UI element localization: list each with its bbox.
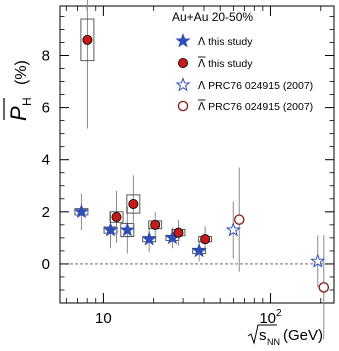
x-axis-title: s NN (GeV) xyxy=(247,324,323,347)
data-point xyxy=(73,203,89,219)
systematic-box xyxy=(80,18,95,62)
data-point xyxy=(141,231,157,246)
data-point xyxy=(111,212,122,223)
x-axis-root: s xyxy=(259,327,267,344)
legend-marker xyxy=(177,100,189,112)
legend-label: Λ PRC76 024915 (2007) xyxy=(198,101,313,113)
y-tick-label: 4 xyxy=(42,152,50,169)
systematic-box xyxy=(109,211,124,223)
legend-marker xyxy=(177,58,188,69)
x-axis-subscript: NN xyxy=(267,337,280,347)
data-point xyxy=(233,214,245,225)
data-point xyxy=(310,253,326,268)
data-point xyxy=(225,222,241,237)
data-point xyxy=(82,34,93,45)
legend: Λ this study Λ this study Λ PRC76 024915 (… xyxy=(175,33,313,113)
y-axis-subscript: H xyxy=(20,97,34,106)
legend-label: Λ this study xyxy=(198,58,253,70)
x-tick-label: 10 xyxy=(95,310,112,327)
data-points xyxy=(73,0,330,340)
y-tick-label: 0 xyxy=(42,256,50,273)
axis-ticks: 0 2 4 6 8 10 102 xyxy=(42,6,334,327)
plot-frame xyxy=(59,5,335,304)
data-point xyxy=(150,219,161,230)
data-point xyxy=(173,227,184,238)
legend-marker xyxy=(175,77,191,92)
y-tick-label: 2 xyxy=(42,204,50,221)
x-tick-label: 102 xyxy=(259,308,282,327)
y-tick-label: 6 xyxy=(42,100,50,117)
data-point xyxy=(191,242,207,258)
systematic-box xyxy=(126,194,141,214)
chart-title: Au+Au 20-50% xyxy=(172,10,253,24)
data-point xyxy=(119,222,135,237)
data-point xyxy=(128,198,139,209)
y-tick-label: 8 xyxy=(42,48,50,65)
y-axis-unit: (%) xyxy=(13,60,30,85)
y-axis-symbol: P xyxy=(6,106,31,121)
legend-label: Λ PRC76 024915 (2007) xyxy=(198,80,313,92)
data-point xyxy=(318,282,330,293)
data-point xyxy=(200,234,211,245)
legend-label: Λ this study xyxy=(198,36,253,48)
x-axis-unit: (GeV) xyxy=(283,327,323,344)
data-point xyxy=(102,222,119,237)
legend-marker xyxy=(175,33,191,48)
y-axis-title: P H (%) xyxy=(3,60,34,121)
